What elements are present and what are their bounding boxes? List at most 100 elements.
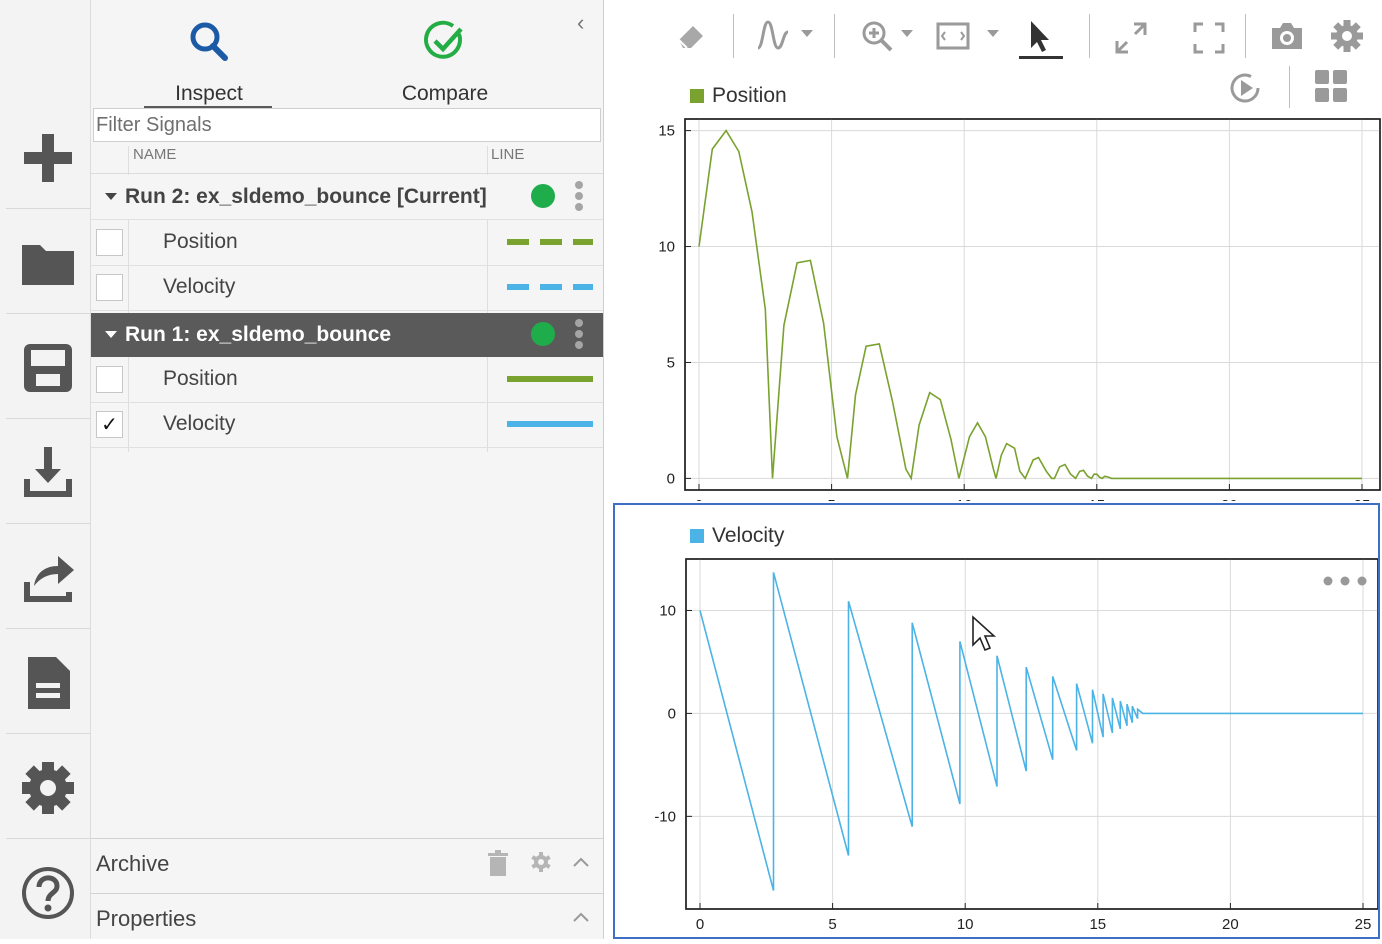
cursor-select-button[interactable] (1019, 16, 1059, 56)
velocity-y-tick-label: -10 (654, 808, 676, 825)
velocity-axes-border (685, 558, 1378, 910)
signal-checkbox[interactable] (96, 366, 123, 393)
layout-grid-icon (1315, 70, 1347, 102)
new-button[interactable] (6, 108, 90, 209)
line-style-sample[interactable] (507, 421, 593, 427)
play-icon (1230, 73, 1260, 103)
fullscreen-button[interactable] (1189, 18, 1229, 58)
toolbar-separator (733, 14, 734, 58)
plot-velocity[interactable]: Velocity 0 5 10 15 20 25 10 0 -10 (613, 503, 1380, 939)
folder-icon (22, 245, 74, 285)
preferences-button[interactable] (1327, 16, 1367, 56)
signal-panel: ‹ Inspect Compare NAME LINE Run 2: ex_sl… (91, 0, 604, 939)
line-style-sample[interactable] (507, 239, 593, 245)
properties-section[interactable]: Properties (91, 893, 603, 944)
velocity-y-tick-label: 0 (668, 705, 676, 722)
properties-title: Properties (96, 906, 197, 931)
fit-to-view-button[interactable] (933, 16, 973, 56)
toolbar-separator (1089, 14, 1090, 58)
velocity-axes-frame (685, 558, 1378, 910)
expand-caret-icon[interactable] (105, 331, 117, 338)
import-button[interactable] (6, 423, 90, 524)
signal-checkbox[interactable] (96, 229, 123, 256)
plot-options-icon[interactable] (1323, 573, 1367, 591)
open-button[interactable] (6, 213, 90, 314)
velocity-chart[interactable]: 0 5 10 15 20 25 10 0 -10 (615, 505, 1378, 937)
settings-button[interactable] (6, 738, 90, 839)
replay-button[interactable] (1225, 68, 1265, 108)
share-icon (24, 556, 74, 602)
plot-position[interactable]: Position 0 5 10 15 20 25 0 5 10 15 (606, 76, 1382, 501)
signal-display-button[interactable] (753, 16, 793, 56)
archive-section[interactable]: Archive (91, 838, 603, 889)
position-chart[interactable]: 0 5 10 15 20 25 0 5 10 15 (606, 76, 1382, 501)
chevron-up-icon[interactable] (573, 912, 589, 922)
signal-row[interactable]: Position (91, 221, 603, 266)
help-button[interactable] (6, 843, 90, 943)
export-button[interactable] (6, 528, 90, 629)
document-icon (28, 657, 70, 709)
layout-button[interactable] (1311, 66, 1351, 106)
pointer-icon (1031, 21, 1049, 52)
dropdown-arrow-icon[interactable] (987, 30, 999, 37)
search-icon (190, 22, 228, 61)
column-header-name[interactable]: NAME (133, 146, 177, 163)
toolbar-separator (1289, 66, 1290, 108)
run-label: Run 1: ex_sldemo_bounce (125, 323, 392, 346)
gear-icon (1331, 20, 1363, 52)
position-series-line (698, 129, 1362, 481)
legend-label: Position (712, 84, 787, 107)
plot-legend[interactable]: Position (690, 84, 787, 108)
zoom-button[interactable] (857, 16, 897, 56)
position-y-tick-label: 5 (667, 354, 675, 371)
run-options-icon[interactable] (573, 179, 585, 215)
signal-name: Velocity (163, 412, 236, 435)
line-style-sample[interactable] (507, 376, 593, 382)
position-x-tick-label: 20 (1221, 497, 1238, 501)
expand-arrows-icon (1115, 22, 1147, 54)
archive-title: Archive (96, 851, 170, 876)
clear-button[interactable] (671, 16, 711, 56)
run-status-dot (531, 322, 555, 346)
tab-compare[interactable]: Compare (375, 10, 515, 110)
column-header-line[interactable]: LINE (491, 146, 525, 163)
velocity-x-tick-label: 15 (1089, 916, 1106, 933)
expand-caret-icon[interactable] (105, 193, 117, 200)
position-y-tick-label: 0 (667, 470, 675, 487)
legend-label: Velocity (712, 524, 785, 547)
position-y-tick-label: 10 (658, 239, 675, 256)
tab-inspect[interactable]: Inspect (139, 10, 279, 110)
camera-icon (1272, 23, 1302, 49)
snapshot-button[interactable] (1267, 16, 1307, 56)
collapse-panel-icon[interactable]: ‹ (577, 10, 585, 35)
column-divider (128, 146, 129, 452)
filter-signals-input[interactable] (93, 108, 601, 142)
check-circle-icon (424, 20, 463, 59)
run-row-run2[interactable]: Run 2: ex_sldemo_bounce [Current] (91, 175, 603, 220)
signal-row[interactable]: ✓ Velocity (91, 403, 603, 448)
gear-icon[interactable] (531, 852, 551, 872)
plot-legend[interactable]: Velocity (690, 524, 784, 548)
line-style-sample[interactable] (507, 284, 593, 290)
signal-row[interactable]: Position (91, 358, 603, 403)
signal-name: Velocity (163, 275, 236, 298)
chevron-up-icon[interactable] (573, 857, 589, 867)
plot-toolbar (605, 0, 1382, 120)
run-row-run1[interactable]: Run 1: ex_sldemo_bounce (91, 313, 603, 357)
expand-button[interactable] (1111, 18, 1151, 58)
trash-icon[interactable] (487, 850, 509, 876)
column-divider (487, 146, 488, 452)
report-button[interactable] (6, 633, 90, 734)
dropdown-arrow-icon[interactable] (801, 30, 813, 37)
fit-view-icon (936, 22, 970, 50)
dropdown-arrow-icon[interactable] (901, 30, 913, 37)
signal-checkbox-checked[interactable]: ✓ (96, 411, 123, 438)
run-options-icon[interactable] (573, 317, 585, 353)
signal-checkbox[interactable] (96, 274, 123, 301)
position-y-tick-label: 15 (658, 123, 675, 140)
save-button[interactable] (6, 318, 90, 419)
position-x-tick-label: 0 (695, 497, 703, 501)
toolbar-separator (834, 14, 835, 58)
signal-row[interactable]: Velocity (91, 266, 603, 311)
position-x-tick-label: 25 (1354, 497, 1371, 501)
